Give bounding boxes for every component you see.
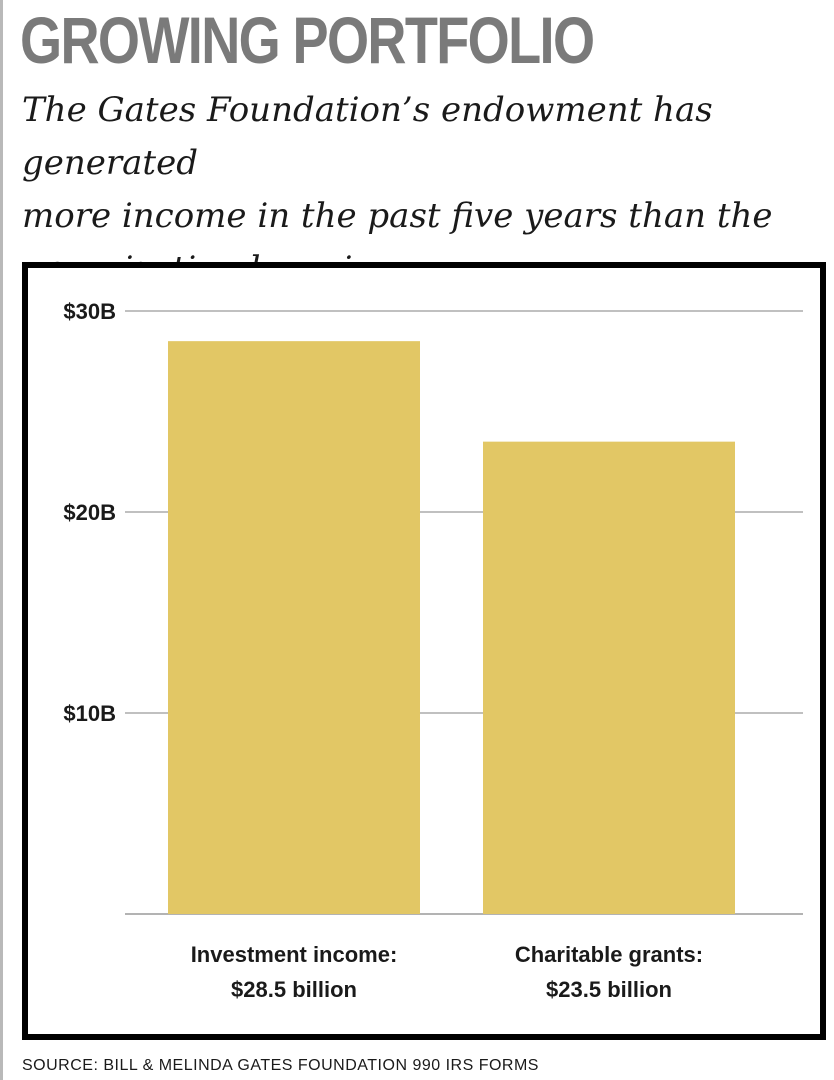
bar-value-label: $23.5 billion xyxy=(546,977,672,1002)
chart-title: GROWING PORTFOLIO xyxy=(20,3,595,77)
bar xyxy=(168,341,420,914)
subtitle-line-1: The Gates Foundation’s endowment has gen… xyxy=(22,90,713,183)
category-label: Investment income: xyxy=(191,942,398,967)
bar xyxy=(483,441,735,914)
category-label: Charitable grants: xyxy=(515,942,703,967)
y-axis: $10B $20B $30B xyxy=(63,299,116,726)
bar-chart: $10B $20B $30B Investment income: $28.5 bil… xyxy=(63,299,803,1002)
subtitle-line-2: more income in the past five years than … xyxy=(22,196,773,236)
left-edge-rule xyxy=(0,0,3,1080)
category-labels: Investment income: $28.5 billion Charitabl… xyxy=(191,942,703,1002)
y-tick-label: $10B xyxy=(63,701,116,726)
chart-frame: $10B $20B $30B Investment income: $28.5 bil… xyxy=(22,262,826,1040)
y-tick-label: $20B xyxy=(63,500,116,525)
y-tick-label: $30B xyxy=(63,299,116,324)
bar-value-label: $28.5 billion xyxy=(231,977,357,1002)
bars xyxy=(168,341,735,914)
source-note: SOURCE: BILL & MELINDA GATES FOUNDATION … xyxy=(22,1057,539,1074)
